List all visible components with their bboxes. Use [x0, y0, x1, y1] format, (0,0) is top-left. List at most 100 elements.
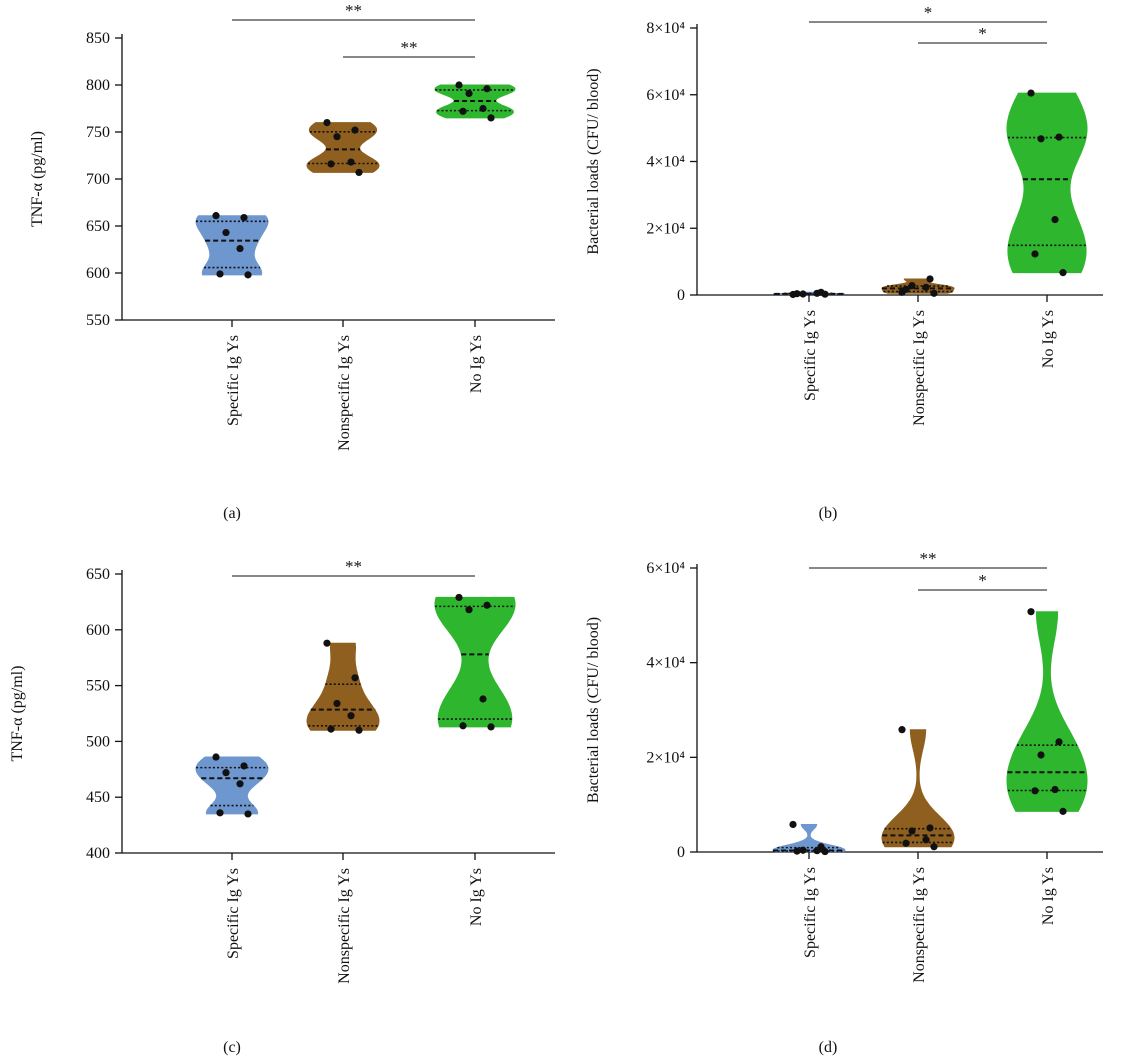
data-point: [789, 820, 797, 829]
data-point: [821, 847, 829, 856]
y-tick-label: 4×10⁴: [646, 655, 685, 672]
y-axis-title: TNF-α (pg/ml): [9, 666, 26, 762]
y-tick-label: 600: [86, 622, 110, 639]
y-tick-label: 850: [86, 30, 110, 47]
y-axis-title: TNF-α (pg/ml): [29, 131, 46, 227]
y-tick-label: 750: [86, 124, 110, 141]
data-point: [240, 762, 248, 770]
data-point: [908, 827, 916, 835]
data-point: [479, 104, 487, 113]
data-point: [455, 81, 463, 89]
significance-label: *: [978, 24, 987, 43]
data-point: [926, 275, 934, 283]
data-point: [1027, 608, 1035, 616]
data-point: [930, 843, 938, 851]
panel-label: (c): [223, 1039, 241, 1056]
x-tick-label: Nonspecific Ig Ys: [911, 867, 928, 983]
data-point: [479, 695, 487, 703]
data-point: [465, 606, 473, 614]
significance-label: **: [345, 1, 362, 20]
data-point: [487, 114, 495, 122]
data-point: [347, 712, 355, 720]
y-tick-label: 2×10⁴: [646, 220, 685, 237]
violin-2: [306, 642, 380, 731]
data-point: [355, 726, 363, 734]
data-point: [327, 725, 335, 733]
data-point: [793, 290, 801, 298]
data-point: [1027, 89, 1035, 97]
data-point: [1051, 215, 1059, 224]
data-point: [1055, 738, 1063, 746]
y-axis-title: Bacterial loads (CFU/ blood): [585, 68, 602, 254]
data-point: [323, 119, 331, 127]
data-point: [487, 723, 495, 731]
data-point: [351, 674, 359, 682]
data-point: [455, 593, 463, 602]
data-point: [793, 847, 801, 855]
data-point: [922, 283, 930, 291]
data-point: [244, 271, 252, 279]
x-tick-label: No Ig Ys: [1040, 867, 1057, 925]
data-point: [244, 810, 252, 818]
chart-panel-d: 0 2×10⁴ 4×10⁴ 6×10⁴ Bacterial loads (CFU/ bl…: [585, 549, 1103, 1056]
data-point: [216, 809, 224, 817]
data-point: [236, 244, 244, 253]
y-tick-label: 700: [86, 171, 110, 188]
y-tick-label: 550: [86, 678, 110, 695]
data-point: [902, 285, 910, 293]
x-tick-label: Nonspecific Ig Ys: [911, 310, 928, 426]
y-tick-label: 2×10⁴: [646, 749, 685, 766]
x-tick-label: Specific Ig Ys: [802, 867, 819, 958]
y-tick-label: 600: [86, 265, 110, 282]
data-point: [799, 846, 807, 854]
data-point: [222, 228, 230, 237]
significance-label: *: [978, 571, 987, 590]
x-tick-label: Specific Ig Ys: [225, 868, 242, 959]
data-point: [333, 699, 341, 708]
data-point: [465, 89, 473, 98]
data-point: [930, 289, 938, 297]
y-tick-label: 650: [86, 566, 110, 583]
x-tick-label: No Ig Ys: [1040, 310, 1057, 368]
y-tick-label: 550: [86, 312, 110, 329]
significance-label: **: [345, 557, 362, 576]
y-tick-label: 650: [86, 218, 110, 235]
y-tick-label: 6×10⁴: [646, 560, 685, 577]
data-point: [216, 270, 224, 278]
x-tick-label: Nonspecific Ig Ys: [336, 335, 353, 451]
y-tick-label: 450: [86, 789, 110, 806]
violin-1: [195, 215, 269, 276]
data-point: [1031, 250, 1039, 258]
panel-label: (d): [819, 1039, 838, 1056]
data-point: [351, 126, 359, 134]
data-point: [212, 212, 220, 220]
y-tick-label: 400: [86, 845, 110, 862]
data-point: [222, 769, 230, 777]
data-point: [1037, 751, 1045, 759]
data-point: [902, 839, 910, 847]
x-tick-label: Specific Ig Ys: [802, 310, 819, 401]
data-point: [1037, 135, 1045, 143]
violin-2: [881, 729, 955, 848]
data-point: [908, 282, 916, 290]
data-point: [813, 289, 821, 297]
significance-label: *: [924, 3, 933, 22]
violin-3: [1006, 611, 1088, 812]
x-tick-label: Specific Ig Ys: [225, 335, 242, 426]
data-point: [483, 85, 491, 93]
panel-label: (a): [223, 505, 241, 522]
data-point: [922, 836, 930, 844]
violin-1: [195, 756, 269, 815]
y-tick-label: 8×10⁴: [646, 20, 685, 37]
y-tick-label: 0: [677, 844, 685, 861]
data-point: [1051, 785, 1059, 794]
data-point: [799, 290, 807, 298]
data-point: [212, 753, 220, 761]
x-tick-label: Nonspecific Ig Ys: [336, 868, 353, 984]
data-point: [323, 639, 331, 647]
significance-label: **: [920, 549, 937, 568]
violin-2: [306, 122, 380, 173]
data-point: [1055, 133, 1063, 141]
data-point: [821, 290, 829, 298]
